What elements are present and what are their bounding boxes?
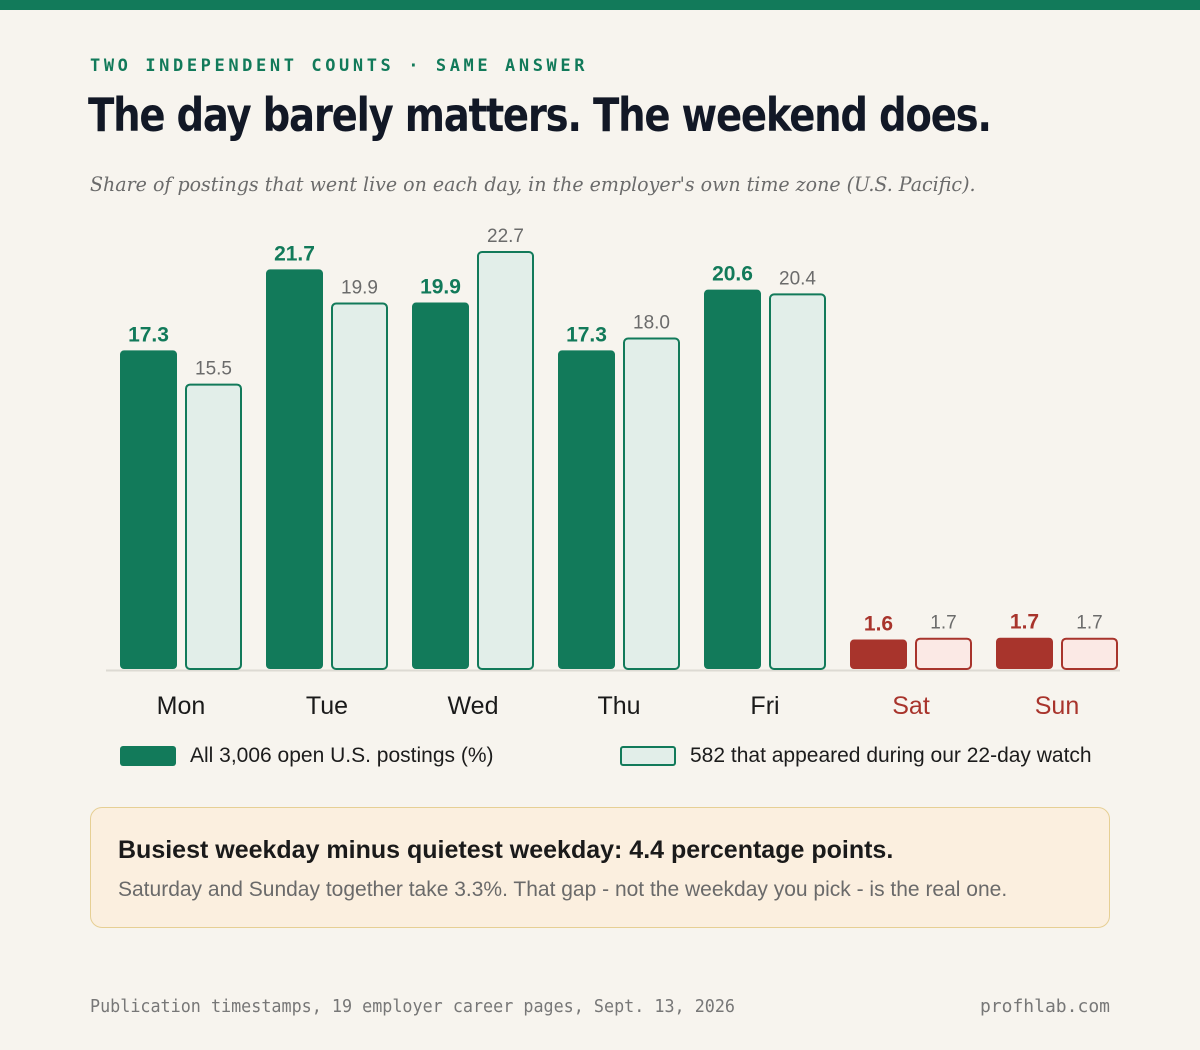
data-label-watch-wed: 22.7 [487, 226, 524, 247]
data-label-watch-mon: 15.5 [195, 359, 232, 380]
x-tick-sun: Sun [1035, 692, 1079, 720]
data-label-all-tue: 21.7 [274, 242, 315, 265]
bar-watch-wed [477, 251, 534, 670]
bar-watch-sat [915, 637, 972, 671]
bar-watch-fri [769, 293, 826, 671]
chart-subtitle: Share of postings that went live on each… [90, 172, 976, 196]
bar-watch-tue [331, 302, 388, 670]
legend-swatch-watch [620, 746, 676, 766]
data-label-watch-sat: 1.7 [930, 613, 956, 634]
footer-site: profhlab.com [979, 996, 1110, 1017]
x-tick-fri: Fri [750, 692, 779, 720]
legend-item-all: All 3,006 open U.S. postings (%) [120, 744, 494, 768]
top-accent-bar [0, 0, 1200, 10]
legend-label-all: All 3,006 open U.S. postings (%) [190, 744, 494, 767]
data-label-watch-sun: 1.7 [1076, 613, 1102, 634]
legend-item-watch: 582 that appeared during our 22-day watc… [620, 744, 1092, 768]
legend-label-watch: 582 that appeared during our 22-day watc… [690, 744, 1092, 767]
x-tick-tue: Tue [306, 692, 348, 720]
bar-chart: 17.3 15.5 Mon 21.7 19.9 Tue 19.9 22.7 Wed 17.3 18.… [106, 226, 1120, 720]
data-label-all-fri: 20.6 [712, 263, 753, 286]
data-label-all-wed: 19.9 [420, 276, 461, 299]
bar-all-mon [120, 350, 177, 669]
bar-all-sun [996, 637, 1053, 669]
bar-all-fri [704, 289, 761, 669]
data-label-watch-fri: 20.4 [779, 268, 816, 289]
x-tick-sat: Sat [892, 692, 930, 720]
data-label-all-thu: 17.3 [566, 323, 607, 346]
bar-watch-thu [623, 337, 680, 670]
bar-watch-sun [1061, 637, 1118, 671]
data-label-all-mon: 17.3 [128, 323, 169, 346]
x-tick-thu: Thu [597, 692, 640, 720]
data-label-watch-tue: 19.9 [341, 278, 378, 299]
x-tick-wed: Wed [448, 692, 499, 720]
callout-box: Busiest weekday minus quietest weekday: … [90, 807, 1110, 928]
callout-headline: Busiest weekday minus quietest weekday: … [118, 836, 894, 864]
x-tick-mon: Mon [157, 692, 206, 720]
chart-title: The day barely matters. The weekend does… [88, 88, 992, 142]
callout-body: Saturday and Sunday together take 3.3%. … [118, 878, 1008, 901]
bar-all-sat [850, 639, 907, 669]
data-label-all-sun: 1.7 [1010, 611, 1039, 634]
legend-swatch-all [120, 746, 176, 766]
bar-all-tue [266, 269, 323, 669]
data-label-all-sat: 1.6 [864, 613, 893, 636]
bar-all-wed [412, 302, 469, 669]
footer-source: Publication timestamps, 19 employer care… [90, 996, 736, 1017]
kicker: TWO INDEPENDENT COUNTS · SAME ANSWER [90, 56, 589, 76]
data-label-watch-thu: 18.0 [633, 313, 670, 334]
bar-watch-mon [185, 383, 242, 670]
bar-all-thu [558, 350, 615, 669]
